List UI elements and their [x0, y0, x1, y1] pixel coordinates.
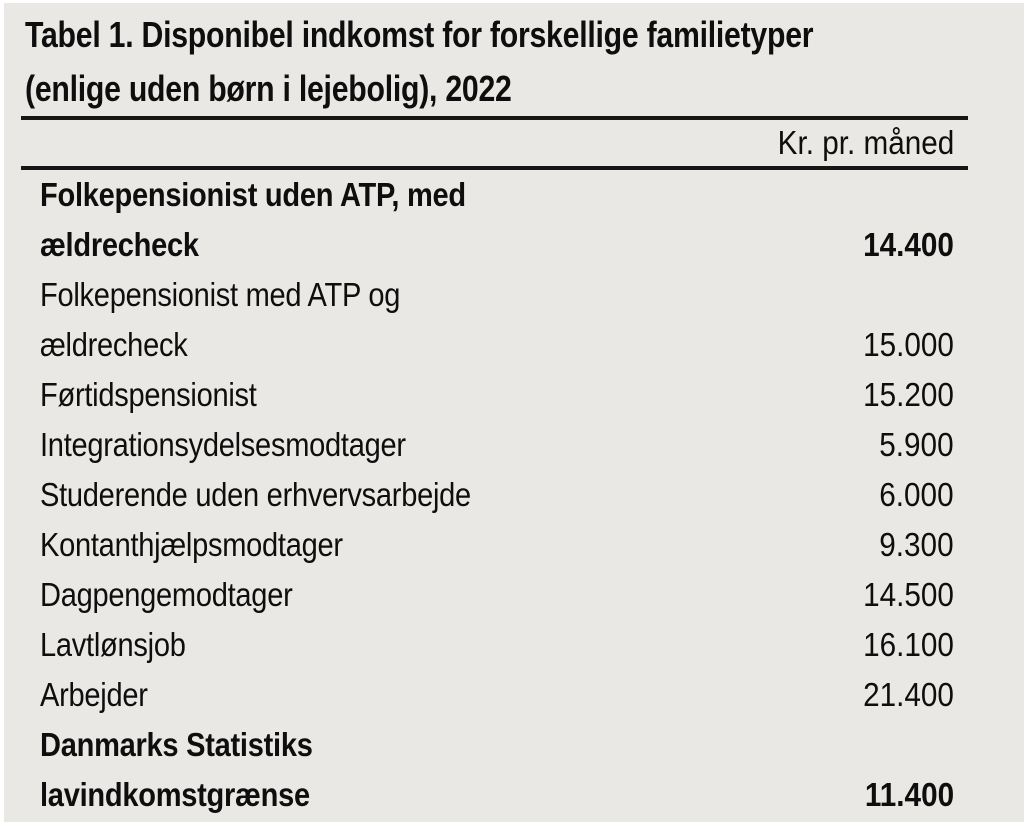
row-label: Lavtlønsjob [40, 626, 186, 663]
row-value: 16.100 [863, 626, 954, 663]
row-label: Dagpengemodtager [40, 576, 293, 613]
table-row: Danmarks Statistiks lavindkomstgrænse 11… [4, 720, 1024, 820]
row-label: Kontanthjælpsmodtager [40, 526, 343, 563]
table-row: Integrationsydelsesmodtager 5.900 [4, 420, 1024, 470]
row-value: 21.400 [863, 676, 954, 713]
top-rule [21, 116, 968, 120]
row-value: 15.000 [863, 326, 954, 363]
row-value: 5.900 [879, 426, 954, 463]
row-label: Arbejder [40, 676, 148, 713]
table-title-line-1: Tabel 1. Disponibel indkomst for forskel… [25, 14, 814, 55]
header-rule [21, 166, 968, 170]
unit-header: Kr. pr. måned [777, 124, 954, 161]
table-title-line-2: (enlige uden børn i lejebolig), 2022 [25, 68, 512, 109]
table-row: Folkepensionist uden ATP, med ældrecheck… [4, 170, 1024, 270]
table-row: Lavtlønsjob 16.100 [4, 620, 1024, 670]
table-title: Tabel 1. Disponibel indkomst for forskel… [4, 3, 1024, 116]
row-value: 11.400 [864, 776, 954, 813]
table-row: Folkepensionist med ATP og ældrecheck 15… [4, 270, 1024, 370]
row-label: Folkepensionist uden ATP, med ældrecheck [40, 176, 466, 263]
column-header-row: Kr. pr. måned [4, 120, 1024, 166]
table-row: Kontanthjælpsmodtager 9.300 [4, 520, 1024, 570]
table-sheet: Tabel 1. Disponibel indkomst for forskel… [4, 3, 1024, 822]
table-row: Dagpengemodtager 14.500 [4, 570, 1024, 620]
row-label: Folkepensionist med ATP og ældrecheck [40, 276, 401, 363]
table-row: Førtidspensionist 15.200 [4, 370, 1024, 420]
row-value: 15.200 [863, 376, 954, 413]
row-label: Integrationsydelsesmodtager [40, 426, 406, 463]
row-value: 14.500 [863, 576, 954, 613]
row-label: Danmarks Statistiks lavindkomstgrænse [40, 726, 313, 813]
row-label: Studerende uden erhvervsarbejde [40, 476, 471, 513]
row-value: 6.000 [879, 476, 954, 513]
table-row: Arbejder 21.400 [4, 670, 1024, 720]
row-label: Førtidspensionist [40, 376, 257, 413]
table-body: Folkepensionist uden ATP, med ældrecheck… [4, 170, 1024, 820]
row-value: 14.400 [863, 226, 954, 263]
row-value: 9.300 [879, 526, 954, 563]
table-row: Studerende uden erhvervsarbejde 6.000 [4, 470, 1024, 520]
